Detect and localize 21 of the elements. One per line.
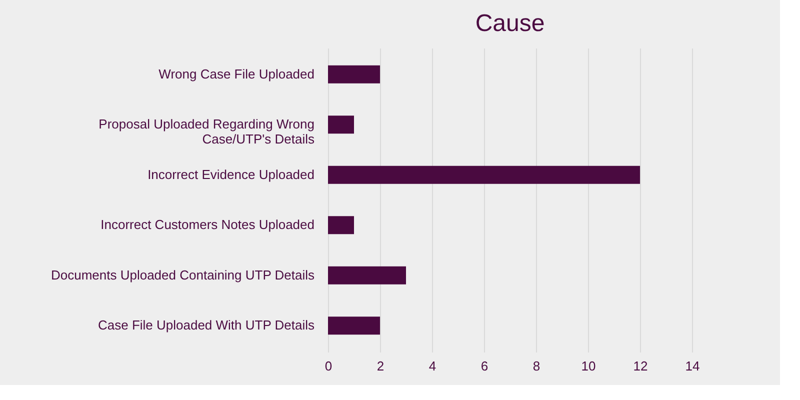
x-tick-label: 6 (480, 358, 488, 374)
x-tick-label: 10 (581, 358, 596, 374)
y-tick-label: Incorrect Customers Notes Uploaded (100, 217, 314, 232)
x-tick-label: 4 (428, 358, 436, 374)
x-tick-label: 12 (633, 358, 648, 374)
bar (328, 266, 406, 284)
chart-title: Cause (475, 10, 545, 37)
x-tick-label: 14 (685, 358, 700, 374)
y-tick-label: Documents Uploaded Containing UTP Details (50, 267, 315, 282)
x-tick-label: 0 (324, 358, 332, 374)
x-tick-label: 2 (376, 358, 384, 374)
bar (328, 65, 380, 84)
x-tick-label: 8 (532, 358, 540, 374)
bar (328, 316, 380, 335)
y-tick-label: Case File Uploaded With UTP Details (98, 318, 315, 333)
y-tick-label: Incorrect Evidence Uploaded (148, 166, 314, 182)
bar (328, 166, 640, 184)
bar (328, 216, 354, 234)
y-tick-label: Proposal Uploaded Regarding Wrong Case/UTP's Details (98, 116, 315, 147)
y-tick-label: Wrong Case File Uploaded (158, 66, 314, 82)
bar (328, 116, 354, 134)
